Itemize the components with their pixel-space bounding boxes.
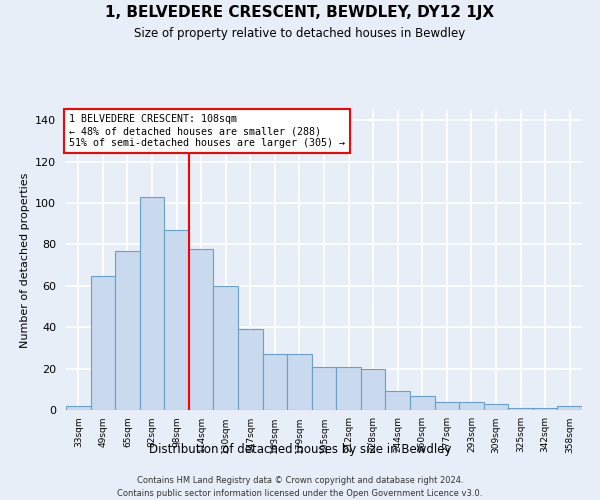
Bar	[434, 402, 459, 410]
Bar	[164, 230, 189, 410]
Bar	[533, 408, 557, 410]
Bar	[410, 396, 434, 410]
Bar	[189, 248, 214, 410]
Text: 1 BELVEDERE CRESCENT: 108sqm
← 48% of detached houses are smaller (288)
51% of s: 1 BELVEDERE CRESCENT: 108sqm ← 48% of de…	[68, 114, 344, 148]
Bar	[140, 197, 164, 410]
Bar	[238, 330, 263, 410]
Bar	[385, 392, 410, 410]
Text: Size of property relative to detached houses in Bewdley: Size of property relative to detached ho…	[134, 28, 466, 40]
Y-axis label: Number of detached properties: Number of detached properties	[20, 172, 29, 348]
Bar	[263, 354, 287, 410]
Bar	[287, 354, 312, 410]
Bar	[91, 276, 115, 410]
Bar	[115, 250, 140, 410]
Bar	[459, 402, 484, 410]
Bar	[361, 368, 385, 410]
Text: Contains HM Land Registry data © Crown copyright and database right 2024.
Contai: Contains HM Land Registry data © Crown c…	[118, 476, 482, 498]
Bar	[66, 406, 91, 410]
Text: Distribution of detached houses by size in Bewdley: Distribution of detached houses by size …	[149, 442, 451, 456]
Bar	[312, 366, 336, 410]
Bar	[508, 408, 533, 410]
Bar	[484, 404, 508, 410]
Text: 1, BELVEDERE CRESCENT, BEWDLEY, DY12 1JX: 1, BELVEDERE CRESCENT, BEWDLEY, DY12 1JX	[106, 5, 494, 20]
Bar	[557, 406, 582, 410]
Bar	[214, 286, 238, 410]
Bar	[336, 366, 361, 410]
